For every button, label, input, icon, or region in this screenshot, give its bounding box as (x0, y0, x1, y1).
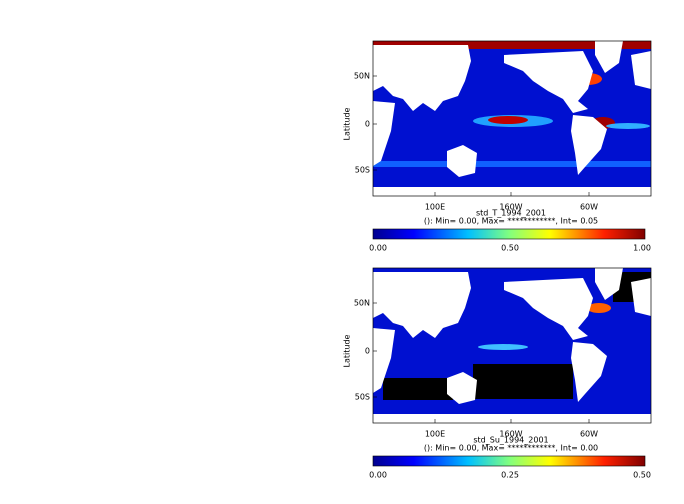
anomaly (373, 41, 651, 49)
map-panel: 50N 0 50S 100E 160W 60W Latitude std_Su_1994_20… (343, 267, 652, 480)
colorbar-tick-label: 0.50 (501, 244, 519, 253)
anomaly (373, 161, 651, 167)
lat-tick-label: 0 (365, 347, 370, 356)
lat-tick-label: 50S (355, 166, 370, 175)
lon-tick-label: 60W (580, 203, 598, 212)
lon-tick-label: 60W (580, 430, 598, 439)
colorbar (372, 228, 646, 240)
field (373, 41, 651, 196)
map-title: std_T_1994_2001 (476, 209, 546, 218)
anomaly (587, 303, 611, 313)
lat-tick-label: 0 (365, 120, 370, 129)
lon-tick-label: 160W (499, 203, 522, 212)
map-subtitle: (): Min= 0.00, Max= ************, Int= 0… (424, 444, 598, 453)
colorbar-tick-label: 1.00 (633, 244, 651, 253)
lon-tick-label: 100E (425, 203, 445, 212)
map-frame (372, 40, 652, 197)
colorbar-tick-label: 0.00 (369, 471, 387, 480)
anomaly (383, 378, 453, 400)
lat-tick-label: 50N (354, 299, 370, 308)
anomaly (473, 364, 573, 399)
anomaly (606, 123, 650, 129)
y-axis-label: Latitude (343, 107, 352, 140)
map-frame (372, 267, 652, 424)
anomaly (478, 344, 528, 350)
lat-tick-label: 50S (355, 393, 370, 402)
lon-tick-label: 100E (425, 430, 445, 439)
colorbar (372, 455, 646, 467)
lon-tick-label: 160W (499, 430, 522, 439)
field (373, 268, 651, 423)
colorbar-tick-label: 0.50 (633, 471, 651, 480)
map-subtitle: (): Min= 0.00, Max= ************, Int= 0… (424, 217, 598, 226)
colorbar-tick-label: 0.00 (369, 244, 387, 253)
lat-tick-label: 50N (354, 72, 370, 81)
anomaly (488, 116, 528, 124)
y-axis-label: Latitude (343, 334, 352, 367)
map-panel: 50N 0 50S 100E 160W 60W Latitude std_T_1994_200… (343, 40, 652, 253)
colorbar-tick-label: 0.25 (501, 471, 519, 480)
map-title: std_Su_1994_2001 (473, 436, 548, 445)
